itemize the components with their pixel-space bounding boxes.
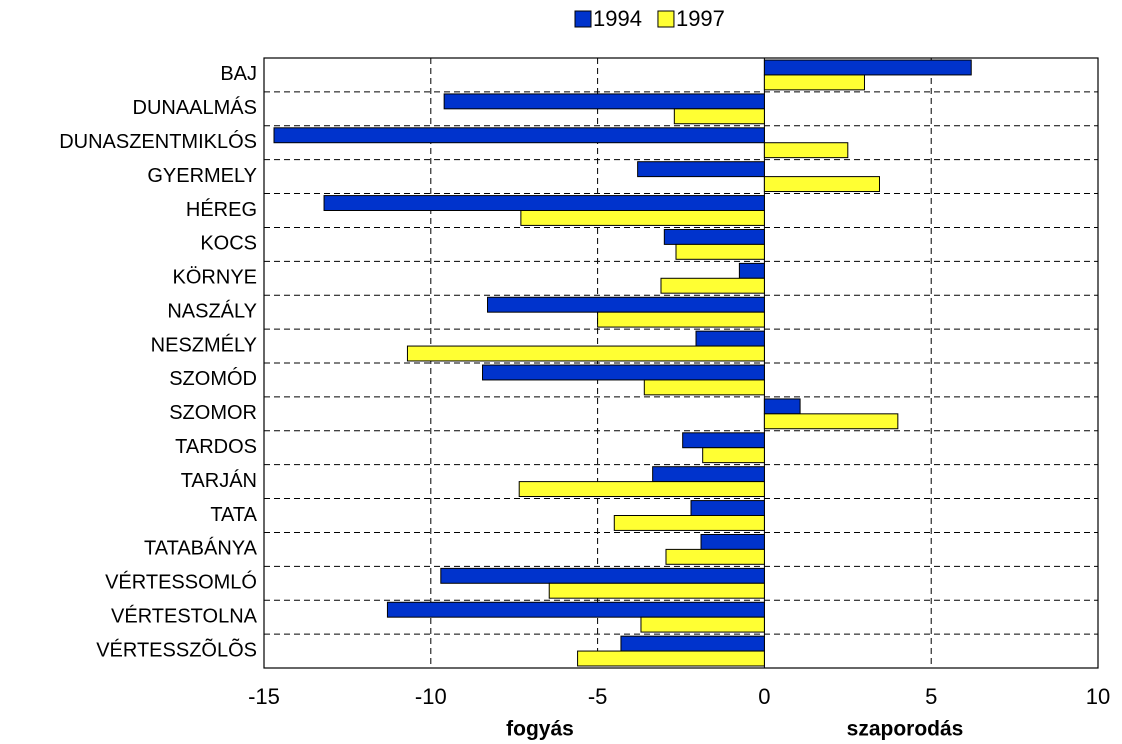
bar bbox=[548, 582, 765, 599]
y-tick-label: KÖRNYE bbox=[173, 267, 257, 289]
x-tick-label: -10 bbox=[415, 684, 447, 709]
bar bbox=[695, 330, 765, 347]
x-tick-label: -5 bbox=[588, 684, 608, 709]
bar bbox=[518, 481, 765, 498]
bar bbox=[665, 548, 765, 565]
y-tick-label: VÉRTESSZÕLÕS bbox=[96, 637, 257, 661]
bar bbox=[660, 277, 765, 294]
bar bbox=[577, 650, 765, 667]
bar bbox=[620, 635, 765, 652]
plot-frame bbox=[263, 57, 1099, 669]
y-tick-label: GYERMELY bbox=[147, 165, 257, 187]
bar bbox=[520, 210, 765, 226]
bar bbox=[487, 296, 765, 313]
y-tick-label: DUNAALMÁS bbox=[133, 96, 257, 119]
y-tick-label: DUNASZENTMIKLÓS bbox=[59, 130, 257, 153]
bar bbox=[323, 195, 765, 211]
y-tick-label: TATABÁNYA bbox=[144, 537, 258, 560]
legend-label: 1994 bbox=[593, 6, 642, 31]
y-tick-label: NESZMÉLY bbox=[151, 333, 257, 356]
y-tick-label: TARDOS bbox=[175, 436, 257, 458]
bar bbox=[443, 93, 765, 110]
bar bbox=[597, 311, 765, 328]
y-tick-label: NASZÁLY bbox=[167, 299, 257, 322]
y-tick-label: KOCS bbox=[200, 233, 257, 255]
bar bbox=[613, 515, 765, 531]
y-tick-label: HÉREG bbox=[186, 198, 257, 221]
x-tick-label: -15 bbox=[248, 684, 280, 709]
bar bbox=[673, 108, 765, 125]
bar bbox=[406, 345, 765, 362]
bar bbox=[763, 74, 865, 91]
bar bbox=[763, 398, 801, 415]
bar bbox=[763, 176, 880, 193]
bar bbox=[640, 616, 765, 633]
legend-label: 1997 bbox=[676, 6, 725, 31]
bar bbox=[690, 500, 765, 517]
bar bbox=[652, 466, 765, 483]
bar bbox=[763, 142, 849, 159]
bar bbox=[663, 228, 765, 245]
y-tick-label: BAJ bbox=[220, 63, 257, 85]
y-tick-label: VÉRTESTOLNA bbox=[111, 604, 258, 627]
bar bbox=[637, 161, 765, 178]
bar bbox=[386, 601, 765, 618]
x-tick-label: 10 bbox=[1086, 684, 1110, 709]
y-tick-label: VÉRTESSOMLÓ bbox=[105, 571, 257, 594]
bar bbox=[763, 413, 899, 430]
y-tick-label: TATA bbox=[210, 504, 257, 526]
bar bbox=[763, 59, 972, 76]
y-tick-label: SZOMÓD bbox=[169, 367, 257, 390]
axis-annotation: fogyás bbox=[506, 718, 574, 741]
bar bbox=[682, 432, 765, 449]
bar bbox=[675, 243, 765, 260]
x-tick-label: 5 bbox=[925, 684, 937, 709]
y-tick-label: SZOMOR bbox=[169, 402, 257, 424]
legend-swatch bbox=[574, 10, 592, 28]
axis-annotation: szaporodás bbox=[847, 718, 964, 741]
bar bbox=[702, 447, 765, 464]
bar bbox=[440, 567, 765, 584]
bar bbox=[738, 262, 765, 279]
bar bbox=[273, 127, 765, 144]
bar bbox=[643, 379, 765, 396]
bar bbox=[482, 364, 765, 381]
y-tick-label: TARJÁN bbox=[181, 469, 257, 492]
bar bbox=[700, 533, 765, 550]
legend-swatch bbox=[657, 10, 675, 28]
x-tick-label: 0 bbox=[758, 684, 770, 709]
